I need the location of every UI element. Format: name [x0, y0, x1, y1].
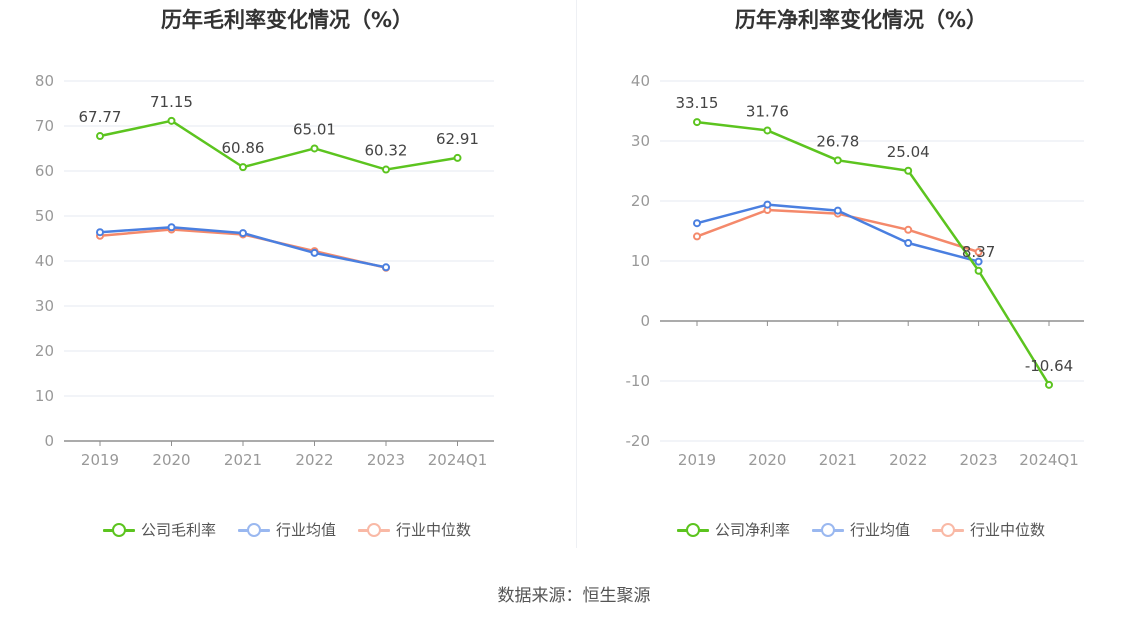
data-source-note: 数据来源：恒生聚源	[497, 586, 651, 606]
data-point	[310, 144, 319, 153]
x-tick-label: 2024Q1	[1019, 451, 1079, 469]
legend-line-icon	[811, 522, 844, 537]
y-tick-label: 40	[35, 252, 54, 270]
net-margin-chart: -20 -10 0 10 20 30 40 2019 2020 2021 2022 2023 2024Q…	[626, 72, 1084, 469]
data-point	[96, 228, 104, 237]
y-tick-label: 60	[35, 162, 54, 180]
legend-line-icon	[358, 522, 390, 537]
legend-item-industry-median[interactable]: 行业中位数	[932, 519, 1045, 540]
chart-title: 历年净利率变化情况（%）	[734, 8, 988, 32]
x-tick-label: 2024Q1	[428, 451, 488, 469]
data-point	[1045, 380, 1053, 389]
data-point	[904, 225, 913, 234]
legend-label: 行业均值	[849, 521, 910, 539]
y-tick-label: 30	[631, 132, 650, 150]
data-label: 60.86	[222, 139, 265, 157]
legend-label: 公司净利率	[714, 521, 790, 539]
gross-margin-chart-panel: 历年毛利率变化情况（%） 0 10 20 30 40 50 60 70 80 2019 2020 20…	[0, 0, 574, 560]
x-tick-label: 2022	[295, 451, 333, 469]
legend-item-company[interactable]: 公司毛利率	[102, 519, 216, 540]
series-line-0	[99, 119, 458, 171]
data-label: 33.15	[676, 94, 719, 112]
y-tick-label: 20	[35, 342, 54, 360]
data-point	[239, 229, 247, 238]
y-tick-label: -20	[626, 432, 651, 450]
y-tick-label: 0	[44, 432, 54, 450]
data-point	[693, 219, 701, 228]
series-line-0	[696, 120, 1051, 386]
data-point	[974, 257, 983, 266]
y-tick-label: 10	[35, 387, 54, 405]
legend-item-industry-median[interactable]: 行业中位数	[358, 519, 471, 540]
data-point	[382, 263, 390, 272]
x-tick-label: 2021	[819, 451, 857, 469]
data-point	[453, 153, 462, 162]
legend-line-icon	[676, 522, 709, 537]
data-label: 31.76	[746, 102, 789, 120]
data-point	[167, 116, 176, 125]
net-margin-chart-panel: 历年净利率变化情况（%） -20 -10 0 10 20 30 40 2019 2020 2021…	[574, 0, 1148, 560]
y-tick-label: 30	[35, 297, 54, 315]
legend-line-icon	[237, 522, 270, 537]
legend-label: 公司毛利率	[140, 521, 216, 539]
y-tick-label: 20	[631, 192, 650, 210]
y-tick-label: -10	[626, 372, 651, 390]
y-tick-label: 0	[640, 312, 650, 330]
data-point	[974, 248, 983, 256]
data-label: -10.64	[1025, 357, 1073, 375]
y-tick-label: 80	[35, 72, 54, 90]
data-point	[239, 163, 247, 172]
data-label: 71.15	[150, 93, 193, 111]
x-tick-label: 2019	[81, 451, 119, 469]
y-tick-label: 40	[631, 72, 650, 90]
x-tick-label: 2021	[224, 451, 262, 469]
data-label: 8.37	[962, 243, 995, 261]
x-tick-label: 2022	[889, 451, 927, 469]
data-point	[96, 132, 104, 141]
data-point	[763, 200, 772, 209]
data-label: 67.77	[79, 108, 122, 126]
legend-label: 行业中位数	[970, 521, 1046, 539]
data-point	[904, 166, 913, 175]
data-point	[904, 239, 913, 247]
data-point	[167, 223, 176, 232]
legend-item-industry-mean[interactable]: 行业均值	[237, 519, 336, 540]
data-point	[763, 126, 772, 135]
legend-label: 行业均值	[275, 521, 336, 539]
legend-item-company[interactable]: 公司净利率	[676, 519, 790, 540]
y-tick-label: 10	[631, 252, 650, 270]
legend-line-icon	[102, 522, 135, 537]
data-point	[693, 118, 701, 127]
data-point	[382, 165, 390, 174]
data-label: 26.78	[816, 132, 859, 150]
y-tick-label: 70	[35, 117, 54, 135]
x-tick-label: 2023	[367, 451, 405, 469]
legend: 公司净利率 行业均值 行业中位数	[574, 519, 1148, 540]
data-label: 65.01	[293, 120, 336, 138]
data-label: 60.32	[365, 142, 408, 160]
data-point	[693, 232, 701, 241]
data-label: 25.04	[887, 143, 930, 161]
x-tick-label: 2020	[152, 451, 190, 469]
data-point	[974, 266, 983, 275]
data-point	[310, 248, 319, 257]
x-tick-label: 2023	[960, 451, 998, 469]
gross-margin-chart: 0 10 20 30 40 50 60 70 80 2019 2020 2021 2022 2023 202…	[35, 72, 494, 469]
data-point	[833, 206, 842, 215]
data-label: 62.91	[436, 130, 479, 148]
x-tick-label: 2019	[678, 451, 716, 469]
legend-line-icon	[932, 522, 964, 537]
panel-divider	[576, 0, 577, 548]
chart-title: 历年毛利率变化情况（%）	[160, 8, 414, 32]
x-tick-label: 2020	[748, 451, 786, 469]
data-point	[833, 156, 842, 165]
legend-item-industry-mean[interactable]: 行业均值	[811, 519, 910, 540]
y-tick-label: 50	[35, 207, 54, 225]
legend: 公司毛利率 行业均值 行业中位数	[0, 519, 574, 540]
legend-label: 行业中位数	[396, 521, 472, 539]
